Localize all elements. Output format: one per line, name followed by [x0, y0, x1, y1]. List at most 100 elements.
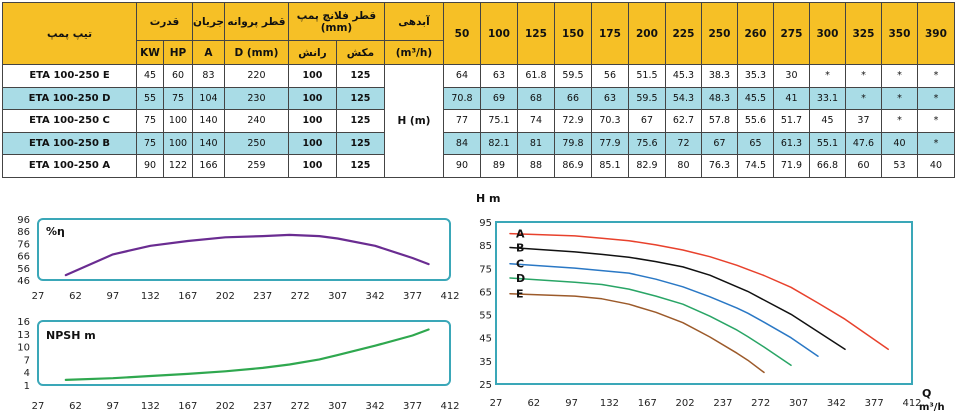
- hp-cell: 60: [163, 64, 193, 88]
- kw-header: KW: [136, 40, 164, 65]
- y-tick-label: 56: [17, 264, 30, 275]
- hp-cell: 100: [163, 109, 193, 133]
- x-tick-label: 412: [440, 401, 459, 412]
- head-value-cell: 76.3: [700, 154, 738, 178]
- x-tick-label: 377: [865, 398, 884, 409]
- series-line-A: [509, 232, 889, 351]
- suction-cell: 125: [335, 154, 385, 178]
- flow-value-header: 50: [442, 2, 481, 65]
- head-value-cell: 33.1: [808, 86, 846, 110]
- head-value-cell: 45.3: [664, 64, 702, 88]
- y-tick-label: 25: [479, 380, 492, 391]
- head-value-cell: 67: [700, 131, 738, 155]
- series-line-B: [509, 246, 846, 351]
- flow-value-header: 100: [479, 2, 518, 65]
- head-value-cell: 82.1: [479, 131, 518, 155]
- head-value-cell: 88: [516, 154, 555, 178]
- head-value-cell: *: [844, 86, 882, 110]
- model-cell: ETA 100-250 C: [2, 109, 137, 133]
- head-value-cell: 63: [590, 86, 629, 110]
- head-value-cell: 37: [844, 109, 882, 133]
- x-tick-label: 377: [403, 291, 422, 302]
- curve-label-B: B: [516, 241, 524, 254]
- x-tick-label: 202: [676, 398, 695, 409]
- head-value-cell: 48.3: [700, 86, 738, 110]
- head-value-cell: 81: [516, 131, 555, 155]
- diameter-cell: 250: [223, 131, 289, 155]
- head-value-cell: 72.9: [553, 109, 592, 133]
- flow-value-header: 275: [772, 2, 810, 65]
- suction-cell: 125: [335, 131, 385, 155]
- head-value-cell: 77.9: [590, 131, 629, 155]
- table-row: ETA 100-250 C 75 100 140 240 100 125 77 75.1 74 72…: [2, 109, 955, 133]
- head-value-cell: 85.1: [590, 154, 629, 178]
- head-value-cell: *: [844, 64, 882, 88]
- series-line-E: [509, 292, 765, 374]
- flow-value-header: 300: [808, 2, 846, 65]
- power-header: قدرت: [136, 2, 193, 41]
- suction-cell: 125: [335, 86, 385, 110]
- head-value-cell: 84: [442, 131, 481, 155]
- y-tick-label: 1: [24, 381, 30, 392]
- head-value-cell: 75.1: [479, 109, 518, 133]
- flow-axis-label: Q: [922, 387, 931, 400]
- head-value-cell: 66.8: [808, 154, 846, 178]
- x-tick-label: 307: [328, 401, 347, 412]
- head-value-cell: 61.8: [516, 64, 555, 88]
- head-value-cell: 60: [844, 154, 882, 178]
- discharge-header: رانش: [287, 40, 337, 65]
- amp-header: A: [192, 40, 225, 65]
- head-value-cell: 55.6: [736, 109, 774, 133]
- hp-cell: 75: [163, 86, 193, 110]
- head-value-cell: 69: [479, 86, 518, 110]
- head-value-cell: 40: [916, 154, 955, 178]
- x-tick-label: 307: [789, 398, 808, 409]
- discharge-cell: 100: [287, 131, 337, 155]
- y-tick-label: 7: [24, 355, 30, 366]
- x-tick-label: 237: [253, 291, 272, 302]
- x-tick-label: 307: [328, 291, 347, 302]
- head-value-cell: 63: [479, 64, 518, 88]
- x-tick-label: 412: [902, 398, 921, 409]
- diameter-header: D (mm): [223, 40, 289, 65]
- head-value-cell: 71.9: [772, 154, 810, 178]
- head-value-cell: *: [916, 86, 955, 110]
- x-tick-label: 202: [216, 401, 235, 412]
- head-value-cell: 74: [516, 109, 555, 133]
- x-tick-label: 412: [440, 291, 459, 302]
- head-value-cell: 77: [442, 109, 481, 133]
- x-tick-label: 272: [291, 401, 310, 412]
- head-value-cell: 51.5: [627, 64, 666, 88]
- flow-axis-unit: m³/h: [919, 402, 945, 413]
- y-tick-label: 45: [479, 334, 492, 345]
- head-value-cell: 64: [442, 64, 481, 88]
- head-value-cell: 47.6: [844, 131, 882, 155]
- head-value-cell: 41: [772, 86, 810, 110]
- x-tick-label: 167: [178, 291, 197, 302]
- head-value-cell: 74.5: [736, 154, 774, 178]
- head-value-cell: 56: [590, 64, 629, 88]
- plot-frame: [37, 218, 451, 281]
- model-cell: ETA 100-250 A: [2, 154, 137, 178]
- y-tick-label: 96: [17, 215, 30, 226]
- curve-label-C: C: [516, 258, 524, 271]
- x-tick-label: 97: [107, 291, 120, 302]
- head-value-cell: 35.3: [736, 64, 774, 88]
- x-tick-label: 27: [490, 398, 503, 409]
- y-tick-label: 85: [479, 241, 492, 252]
- x-tick-label: 132: [600, 398, 619, 409]
- diameter-cell: 220: [223, 64, 289, 88]
- hp-cell: 100: [163, 131, 193, 155]
- performance-table: تیپ پمپ قدرت جریان قطر پروانه قطر فلانچ …: [2, 2, 955, 178]
- npsh-chart: 1 4 710 13 16 27 62 97 132 167 202 237 272 307 342 377 4…: [17, 317, 459, 412]
- plot-frame: [495, 221, 913, 385]
- series-line-0: [64, 328, 430, 381]
- head-value-cell: *: [880, 64, 918, 88]
- table-row: ETA 100-250 E 45 60 83 220 100 125 H (m) 64 63 61.…: [2, 64, 955, 178]
- series-line-0: [64, 233, 430, 277]
- y-tick-label: 13: [17, 330, 30, 341]
- x-tick-label: 342: [366, 401, 385, 412]
- y-tick-label: 16: [17, 317, 30, 328]
- table-row: ETA 100-250 B 75 100 140 250 100 125 84 82.1 81 79…: [2, 131, 955, 155]
